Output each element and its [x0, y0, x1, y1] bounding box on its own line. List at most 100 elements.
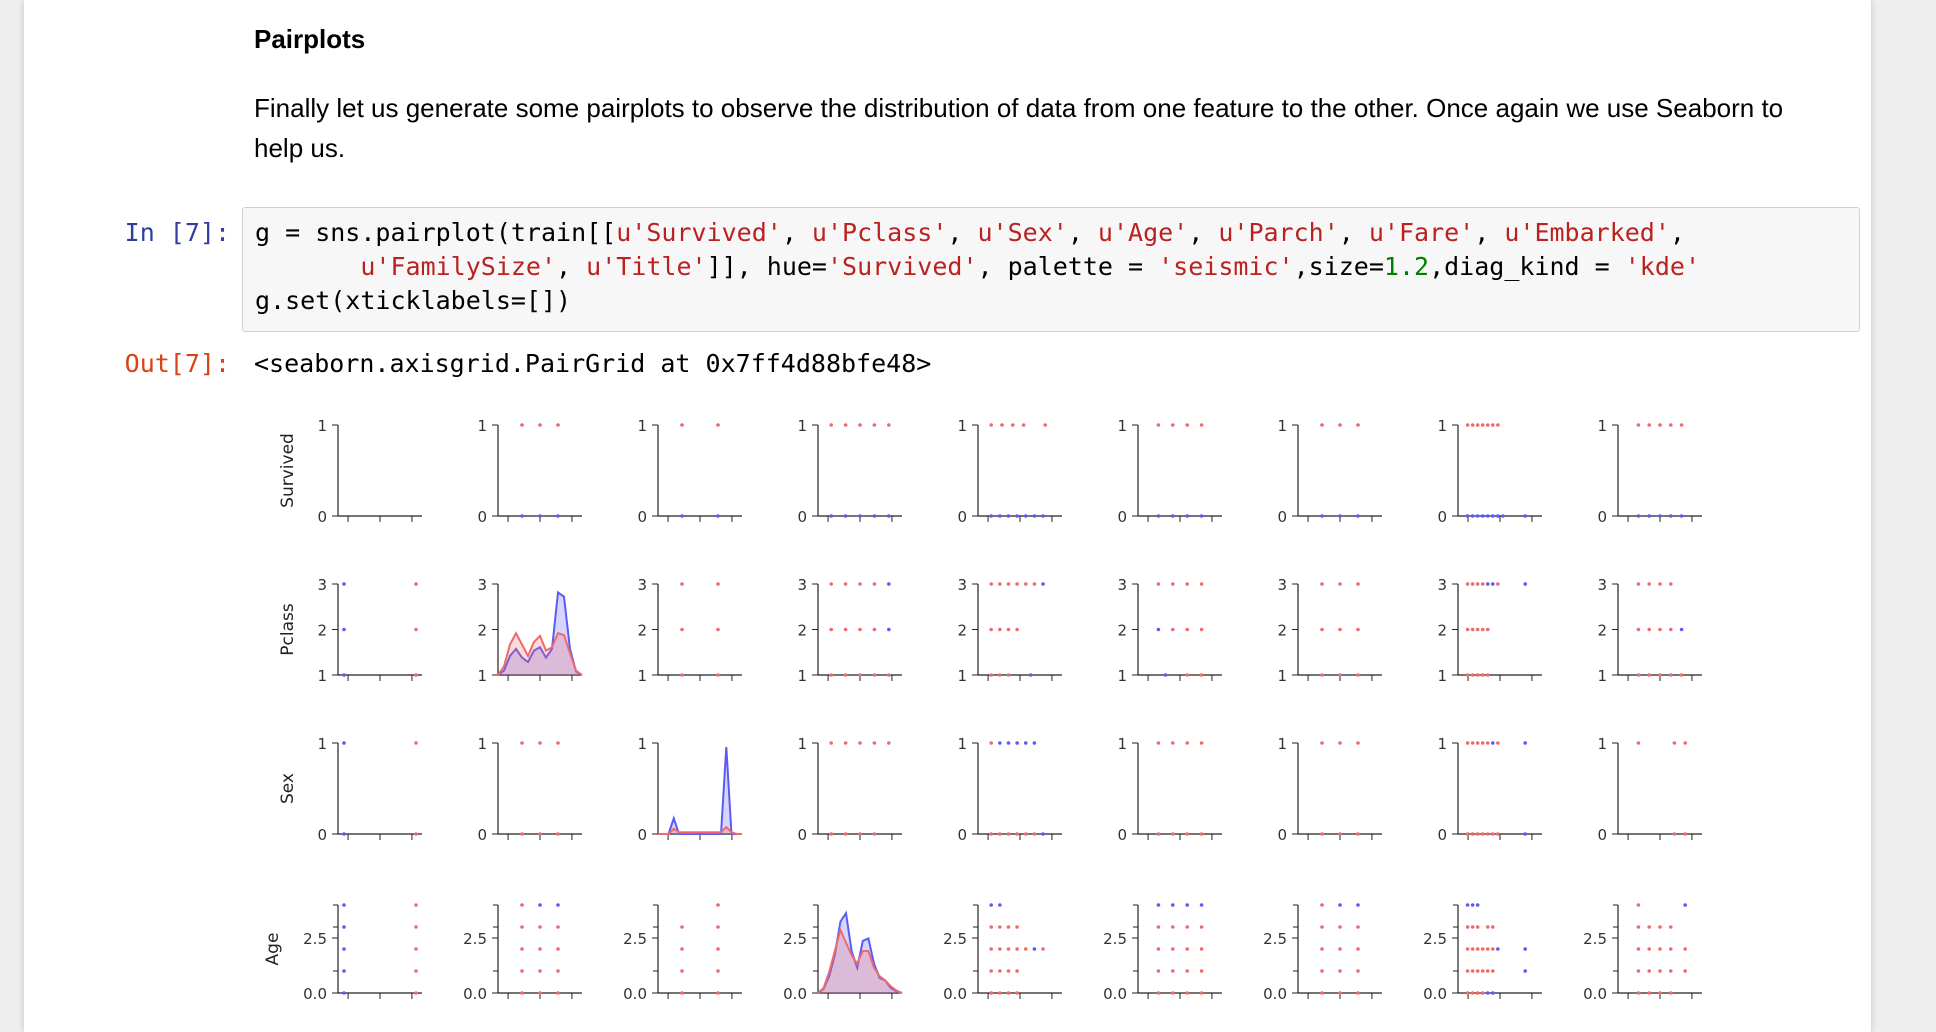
- scatter-point: [1199, 627, 1204, 632]
- scatter-point: [998, 969, 1002, 973]
- scatter-point: [1320, 925, 1324, 929]
- scatter-point: [1636, 423, 1641, 427]
- code-string: u'Sex': [977, 218, 1068, 247]
- scatter-point: [1683, 969, 1687, 973]
- scatter-point: [829, 832, 833, 836]
- scatter-point: [1156, 832, 1161, 836]
- scatter-point: [843, 832, 848, 836]
- scatter-point: [414, 947, 418, 951]
- y-tick-label: 1: [957, 735, 967, 753]
- scatter-point: [887, 673, 891, 677]
- scatter-point: [414, 903, 418, 907]
- y-tick-label: 2: [637, 622, 647, 640]
- scatter-point: [1647, 969, 1651, 973]
- scatter-point: [556, 947, 560, 951]
- scatter-point: [1672, 741, 1677, 745]
- scatter-point: [1338, 673, 1342, 677]
- scatter-point: [858, 514, 862, 518]
- row-label: Survived: [278, 433, 298, 508]
- scatter-point: [538, 741, 542, 745]
- scatter-point: [887, 741, 891, 745]
- scatter-point: [1491, 991, 1495, 995]
- scatter-point: [1023, 832, 1028, 836]
- scatter-point: [1199, 832, 1204, 836]
- scatter-point: [1470, 673, 1475, 677]
- scatter-point: [1015, 969, 1019, 973]
- scatter-point: [998, 925, 1002, 929]
- scatter-point: [1023, 582, 1028, 586]
- code-text: ,diag_kind =: [1429, 252, 1625, 281]
- scatter-point: [520, 925, 524, 929]
- scatter-point: [414, 832, 418, 836]
- code-string: u'Embarked': [1504, 218, 1670, 247]
- y-tick-label: 0: [317, 826, 327, 844]
- y-tick-label: 3: [957, 576, 967, 594]
- scatter-point: [1491, 947, 1495, 951]
- scatter-point: [1021, 423, 1026, 427]
- scatter-point: [989, 925, 993, 929]
- scatter-point: [414, 673, 418, 677]
- pairplot-cell: 01: [797, 417, 902, 526]
- scatter-point: [1496, 947, 1500, 951]
- code-text: , palette =: [977, 252, 1159, 281]
- scatter-point: [1006, 673, 1011, 677]
- y-tick-label: 2: [797, 622, 807, 640]
- pairplot-cell: 01: [1117, 417, 1222, 526]
- code-cell-editor[interactable]: g = sns.pairplot(train[[u'Survived', u'P…: [242, 207, 1860, 332]
- scatter-point: [887, 582, 891, 586]
- scatter-point: [858, 582, 862, 586]
- scatter-point: [1658, 423, 1662, 427]
- y-tick-label: 2: [957, 622, 967, 640]
- scatter-point: [1338, 582, 1342, 586]
- scatter-point: [342, 947, 346, 951]
- y-tick-label: 0: [637, 826, 647, 844]
- scatter-point: [1636, 741, 1641, 745]
- code-number: 1.2: [1383, 252, 1430, 281]
- scatter-point: [1672, 832, 1677, 836]
- kde-line: [658, 746, 742, 835]
- code-string: 'kde': [1624, 252, 1700, 281]
- y-tick-label: 2.5: [1423, 930, 1447, 948]
- scatter-point: [872, 514, 877, 518]
- scatter-point: [1669, 991, 1673, 995]
- scatter-point: [1475, 947, 1480, 951]
- scatter-point: [1156, 947, 1161, 951]
- scatter-point: [1475, 969, 1480, 973]
- scatter-point: [1199, 673, 1204, 677]
- scatter-point: [1171, 627, 1175, 632]
- scatter-point: [1199, 991, 1204, 995]
- scatter-point: [538, 514, 542, 518]
- scatter-point: [1491, 969, 1495, 973]
- y-tick-label: 1: [477, 417, 487, 435]
- scatter-point: [1669, 627, 1673, 632]
- y-tick-label: 1: [477, 667, 487, 685]
- scatter-point: [1015, 991, 1019, 995]
- scatter-point: [1475, 627, 1480, 632]
- scatter-point: [1485, 969, 1490, 973]
- y-tick-label: 2.5: [1263, 930, 1287, 948]
- code-text: ,size=: [1293, 252, 1384, 281]
- scatter-point: [716, 423, 720, 427]
- y-tick-label: 1: [1277, 735, 1287, 753]
- scatter-point: [1647, 925, 1651, 929]
- pairplot-cell: 0.0 2.5: [303, 903, 422, 1003]
- scatter-point: [1032, 514, 1037, 518]
- scatter-point: [843, 582, 848, 586]
- scatter-point: [342, 741, 346, 745]
- y-tick-label: 1: [1437, 417, 1447, 435]
- scatter-point: [1171, 947, 1175, 951]
- scatter-point: [556, 832, 560, 836]
- pairplot-cell: 1 2 3: [1117, 576, 1222, 685]
- scatter-point: [680, 925, 684, 929]
- scatter-point: [989, 673, 993, 677]
- scatter-point: [1356, 969, 1360, 973]
- y-tick-label: 1: [1117, 667, 1127, 685]
- code-string: u'Age': [1097, 218, 1189, 247]
- pairplot-cell: 01: [317, 735, 422, 844]
- y-tick-label: 0.0: [623, 985, 647, 1003]
- scatter-point: [1185, 582, 1189, 586]
- y-tick-label: 0.0: [463, 985, 487, 1003]
- scatter-point: [1496, 582, 1500, 586]
- scatter-point: [1496, 514, 1500, 518]
- scatter-point: [1156, 903, 1161, 907]
